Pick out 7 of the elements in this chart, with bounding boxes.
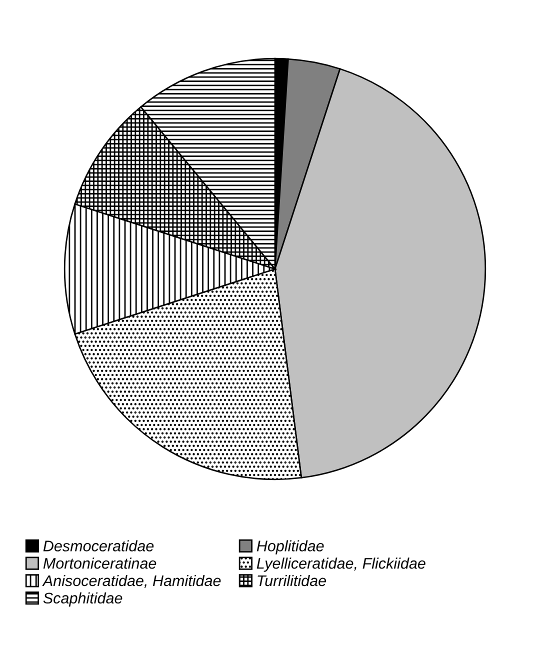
legend-label: Mortoniceratinae bbox=[43, 558, 156, 569]
legend-label: Scaphitidae bbox=[43, 592, 122, 607]
legend-label: Turrilitidae bbox=[258, 574, 326, 586]
legend-label: Anisoceratidae, Hamitidae bbox=[42, 574, 221, 588]
legend-label: Hoplitidae bbox=[256, 540, 324, 554]
legend-label: Lyelliceratidae, Flickiidae bbox=[256, 558, 426, 572]
legend-label: Desmoceratidae bbox=[43, 540, 154, 552]
